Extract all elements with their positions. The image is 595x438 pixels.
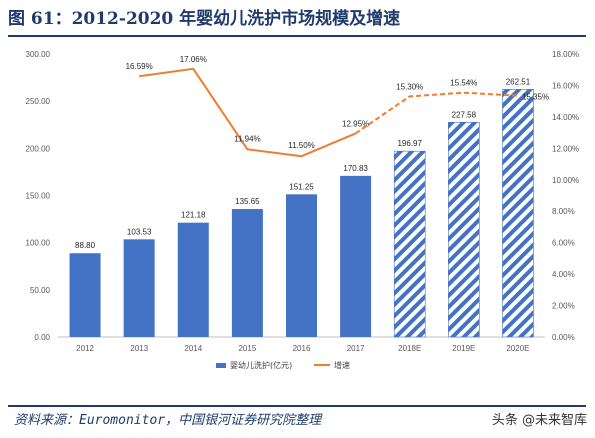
y-left-tick-label: 0.00: [34, 333, 50, 342]
title-rule: [8, 35, 586, 37]
legend-bar-label: 婴幼儿洗护(亿元): [230, 360, 292, 370]
x-tick-label: 2017: [347, 344, 365, 353]
y-left-tick-label: 50.00: [30, 286, 51, 295]
y-left-tick-label: 300.00: [26, 50, 51, 59]
bar: [393, 150, 426, 338]
bar-value-label: 196.97: [397, 139, 422, 148]
watermark: 头条 @未来智库: [491, 413, 587, 428]
y-left-tick-label: 100.00: [26, 239, 51, 248]
x-tick-label: 2015: [238, 344, 256, 353]
growth-value-label: 15.30%: [396, 82, 423, 91]
bar: [340, 175, 372, 337]
source-note: 资料来源：Euromonitor，中国银河证券研究院整理: [14, 413, 322, 428]
growth-line: [139, 67, 356, 158]
bar: [231, 209, 263, 337]
legend-bar-swatch: [216, 363, 226, 368]
chart-area: 0.00 50.00 100.00 150.00 200.00 250.00 300.00 0…: [26, 50, 580, 370]
x-tick-label: 2016: [293, 344, 311, 353]
growth-value-label: 11.50%: [288, 141, 315, 150]
bar-value-label: 151.25: [289, 182, 314, 191]
growth-value-label: 11.94%: [234, 134, 261, 143]
y-right-tick-label: 2.00%: [552, 302, 575, 311]
bar-value-label: 262.51: [506, 77, 531, 86]
growth-value-label: 15.35%: [522, 93, 549, 102]
bar-value-label: 88.80: [75, 241, 96, 250]
bar: [448, 122, 480, 338]
growth-value-label: 12.95%: [342, 119, 369, 128]
bar: [502, 89, 534, 338]
y-right-tick-label: 8.00%: [552, 207, 575, 216]
bar: [286, 194, 317, 337]
y-right-tick-label: 16.00%: [552, 81, 579, 90]
legend-line-label: 增速: [334, 360, 350, 370]
x-tick-label: 2019E: [452, 344, 475, 353]
growth-line-forecast: [355, 91, 518, 135]
x-tick-label: 2020E: [506, 344, 529, 353]
chart-title: 图 61：2012-2020 年婴幼儿洗护市场规模及增速: [8, 9, 401, 29]
growth-value-label: 16.59%: [126, 62, 153, 71]
bar-value-label: 103.53: [127, 227, 152, 236]
y-right-tick-label: 0.00%: [552, 333, 575, 342]
bar: [177, 222, 209, 337]
bar-value-label: 227.58: [452, 110, 477, 119]
y-left-tick-label: 250.00: [26, 97, 51, 106]
y-left-tick-label: 200.00: [26, 144, 51, 153]
source-rule: [8, 405, 586, 407]
x-tick-label: 2018E: [398, 344, 421, 353]
growth-value-label: 15.54%: [450, 79, 477, 88]
bar: [123, 239, 155, 337]
y-left-tick-label: 150.00: [26, 192, 51, 201]
y-right-tick-label: 14.00%: [552, 113, 579, 122]
bar-value-label: 121.18: [181, 211, 206, 220]
x-tick-label: 2014: [184, 344, 202, 353]
growth-value-label: 17.06%: [180, 55, 207, 64]
x-tick-label: 2012: [76, 344, 94, 353]
y-right-tick-label: 10.00%: [552, 176, 579, 185]
y-right-tick-label: 18.00%: [552, 50, 579, 59]
y-right-tick-label: 6.00%: [552, 239, 575, 248]
bar-value-label: 170.83: [343, 164, 368, 173]
y-right-tick-label: 12.00%: [552, 144, 579, 153]
y-right-tick-label: 4.00%: [552, 270, 575, 279]
bar: [69, 253, 101, 337]
x-tick-label: 2013: [130, 344, 148, 353]
bar-value-label: 135.65: [235, 197, 260, 206]
